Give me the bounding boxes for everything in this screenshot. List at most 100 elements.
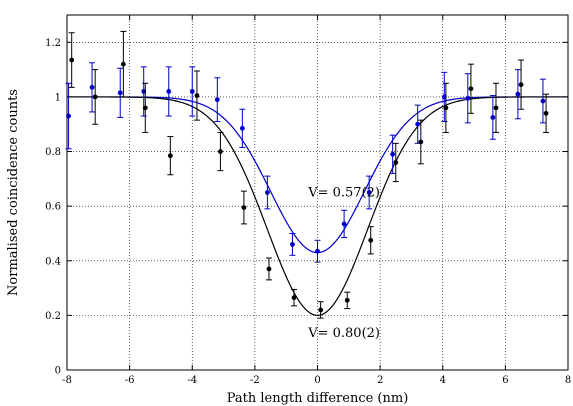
marker	[69, 57, 75, 63]
data-point-1-0	[68, 32, 75, 88]
y-tick-label: 0.2	[45, 311, 61, 322]
data-point-1-5	[193, 70, 200, 121]
data-point-0-2	[117, 67, 124, 118]
x-tick-label: 6	[502, 375, 508, 386]
data-point-1-10	[317, 301, 324, 319]
y-tick-label: 1	[55, 92, 61, 103]
marker	[142, 105, 148, 111]
data-point-1-2	[120, 30, 127, 98]
y-tick-label: 0.8	[45, 147, 61, 158]
data-point-0-5	[189, 66, 196, 117]
data-point-0-16	[464, 73, 471, 124]
marker	[344, 297, 350, 303]
data-point-0-6	[214, 77, 221, 122]
marker	[89, 84, 95, 90]
marker	[241, 205, 247, 210]
data-point-1-3	[142, 82, 149, 133]
data-point-1-7	[240, 190, 247, 225]
marker	[120, 61, 126, 67]
x-tick-label: -4	[187, 375, 197, 386]
data-point-0-19	[539, 78, 546, 124]
marker	[518, 82, 524, 88]
marker	[415, 121, 421, 127]
marker	[265, 190, 270, 195]
data-point-1-17	[492, 82, 499, 133]
data-point-1-12	[367, 226, 374, 255]
marker	[189, 89, 195, 94]
annotations: V= 0.57(2) V= 0.80(2)	[307, 186, 380, 342]
data-point-0-0	[65, 82, 72, 150]
data-points	[65, 30, 550, 319]
y-tick-label: 0.6	[45, 202, 61, 213]
data-point-1-15	[442, 82, 449, 133]
marker	[465, 95, 471, 101]
data-point-0-10	[314, 239, 321, 263]
x-axis-label: Path length difference (nm)	[227, 391, 409, 406]
marker	[315, 248, 320, 254]
x-tick-label: 4	[440, 375, 446, 386]
data-point-1-8	[265, 257, 272, 281]
x-tick-label: 0	[314, 375, 320, 386]
marker	[490, 115, 496, 120]
visibility-label-1: V= 0.80(2)	[307, 326, 380, 341]
data-point-1-18	[518, 59, 525, 110]
marker	[194, 93, 200, 98]
data-point-1-6	[217, 131, 224, 172]
marker	[493, 105, 499, 111]
marker	[291, 295, 297, 301]
marker	[214, 97, 220, 103]
data-point-0-15	[441, 71, 448, 122]
data-point-0-4	[165, 66, 172, 117]
marker	[166, 89, 172, 94]
data-point-1-1	[92, 69, 99, 125]
marker	[368, 237, 374, 243]
data-point-1-13	[392, 142, 399, 183]
marker	[290, 241, 295, 247]
data-point-0-7	[239, 108, 246, 148]
data-point-0-13	[389, 134, 396, 174]
x-tick-label: -2	[250, 375, 260, 386]
marker	[239, 125, 245, 131]
data-point-0-12	[366, 175, 373, 210]
data-point-0-18	[514, 69, 521, 120]
marker	[540, 98, 546, 104]
marker	[341, 221, 347, 227]
data-point-1-11	[344, 291, 351, 310]
data-point-0-11	[341, 209, 348, 239]
data-point-1-4	[167, 136, 174, 176]
data-point-0-9	[289, 232, 296, 256]
data-point-1-14	[417, 119, 424, 165]
marker	[390, 151, 396, 157]
y-tick-label: 0.4	[45, 256, 61, 267]
marker	[92, 94, 98, 100]
marker	[167, 153, 173, 159]
marker	[468, 86, 474, 92]
marker	[266, 266, 272, 272]
data-point-1-9	[291, 288, 298, 307]
marker	[543, 110, 549, 116]
data-point-0-8	[264, 175, 271, 210]
fit-curve-1	[67, 96, 568, 316]
x-tick-label: 2	[377, 375, 383, 386]
marker	[393, 160, 399, 165]
y-tick-label: 0	[55, 366, 61, 377]
x-tick-label: -8	[62, 375, 72, 386]
x-tick-label: -6	[125, 375, 135, 386]
data-point-1-19	[543, 93, 550, 133]
marker	[515, 91, 521, 97]
data-point-0-1	[89, 62, 96, 113]
y-axis-label: Normalised coincidence counts	[6, 89, 21, 296]
marker	[366, 190, 372, 195]
marker	[218, 149, 223, 154]
y-tick-label: 1.2	[45, 38, 61, 49]
x-tick-label: 8	[565, 375, 571, 386]
marker	[418, 139, 424, 145]
data-point-0-17	[489, 95, 496, 140]
visibility-label-0: V= 0.57(2)	[307, 186, 380, 201]
axis-ticks: -8 -6 -4 -2 0 2 4 6 8 0 0.2 0.4 0.6 0.8 1 1.2	[45, 15, 571, 386]
marker	[318, 307, 324, 313]
marker	[443, 105, 449, 111]
data-point-1-16	[467, 63, 474, 114]
marker	[117, 90, 123, 96]
